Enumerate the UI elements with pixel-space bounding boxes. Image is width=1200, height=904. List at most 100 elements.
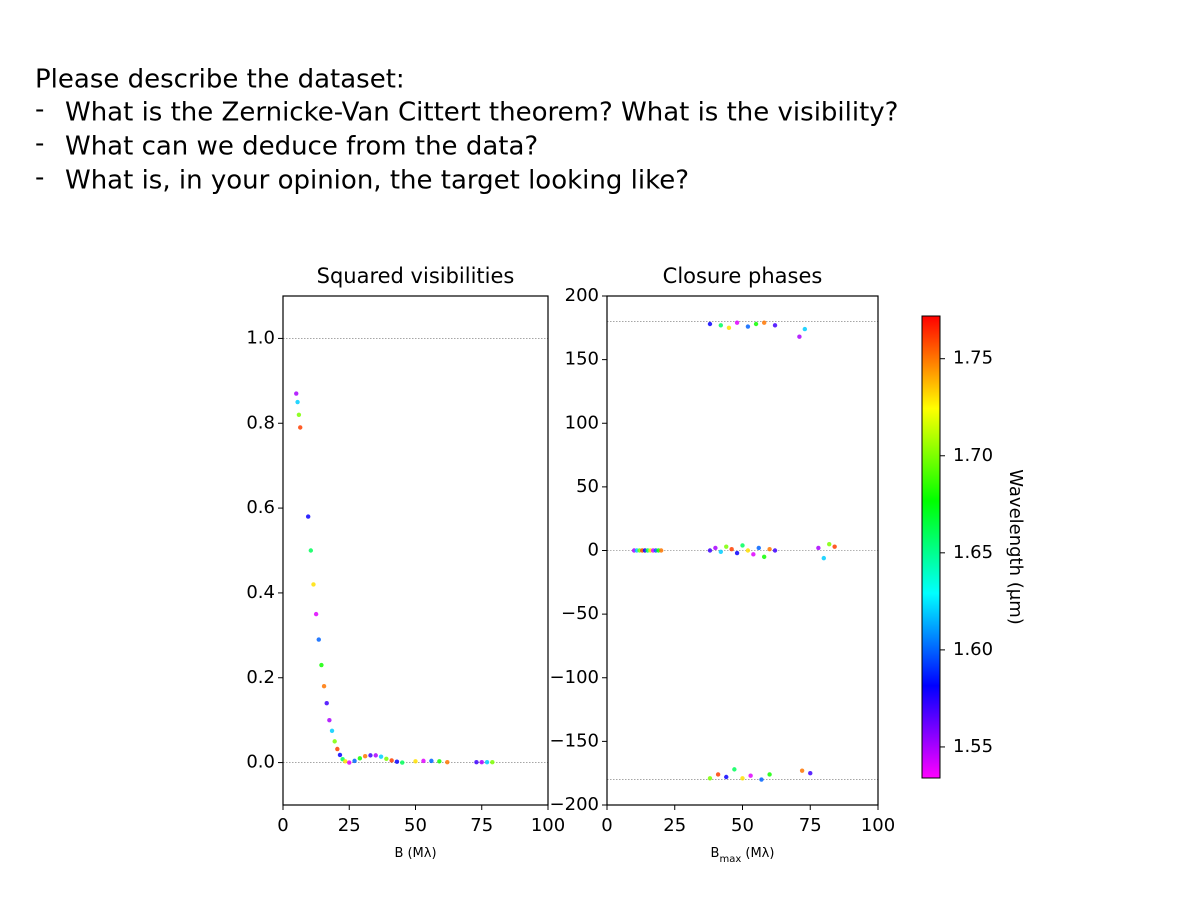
x-axis-label-text: (Mλ) [741, 846, 774, 861]
data-point [362, 754, 368, 759]
colorbar-tick-label: 1.65 [953, 542, 993, 563]
colorbar-tick-label: 1.55 [953, 736, 993, 757]
x-tick-label: 75 [799, 815, 822, 836]
y-tick-label: 0.0 [246, 752, 275, 773]
bullet-marker: - [35, 95, 44, 125]
data-point [740, 543, 745, 548]
data-point [294, 391, 299, 396]
data-point [797, 334, 802, 339]
y-tick-label: 0.4 [246, 582, 275, 603]
data-point [394, 759, 400, 764]
data-point [321, 684, 327, 689]
data-point [713, 545, 718, 551]
data-point [400, 760, 405, 765]
data-point [437, 759, 442, 764]
x-axis-label: B (Mλ) [394, 846, 436, 861]
data-point [329, 728, 335, 733]
data-point [808, 770, 813, 776]
data-point [343, 759, 348, 764]
y-tick-label: 100 [565, 412, 599, 433]
data-point [429, 758, 434, 764]
y-tick-label: 0.6 [246, 497, 275, 518]
data-point [767, 547, 772, 552]
data-point [295, 399, 300, 405]
data-point [373, 753, 378, 758]
data-point [748, 773, 753, 778]
y-tick-label: −200 [550, 794, 599, 815]
colorbar-label: Wavelength (μm) [1005, 469, 1026, 625]
x-axis-label-text: B [711, 846, 720, 861]
data-point [734, 550, 740, 556]
bullet-marker: - [35, 129, 44, 159]
x-tick-label: 0 [277, 815, 288, 836]
data-point [767, 772, 772, 777]
y-tick-label: 0.8 [246, 412, 275, 433]
data-point [761, 554, 767, 560]
x-axis-label: Bmax (Mλ) [711, 846, 775, 865]
y-tick-label: 200 [565, 285, 599, 306]
data-point [378, 754, 384, 759]
data-point [368, 753, 373, 758]
x-axis-label-sub: max [719, 854, 741, 865]
data-point [389, 758, 394, 763]
data-point [421, 758, 426, 764]
x-tick-label: 0 [601, 815, 612, 836]
data-point [726, 325, 732, 331]
y-tick-label: −100 [550, 667, 599, 688]
data-point [729, 547, 734, 552]
data-point [759, 777, 764, 782]
x-tick-label: 25 [338, 815, 361, 836]
data-point [357, 756, 363, 761]
data-point [832, 544, 837, 549]
colorbar-tick-label: 1.75 [953, 348, 993, 369]
data-point [484, 759, 490, 765]
data-point [715, 772, 721, 777]
data-point [802, 326, 808, 332]
data-point [335, 746, 340, 752]
data-point [753, 321, 759, 327]
data-point [732, 767, 737, 772]
data-point [707, 321, 713, 327]
data-point [718, 549, 724, 554]
data-point [298, 425, 303, 430]
data-point [772, 323, 778, 328]
data-point [474, 759, 479, 765]
data-point [707, 548, 713, 553]
y-tick-label: 0.2 [246, 667, 275, 688]
x-tick-label: 75 [470, 815, 493, 836]
data-point [384, 756, 389, 761]
data-point [816, 545, 821, 551]
data-point [311, 582, 316, 587]
data-point [761, 320, 767, 325]
data-point [352, 758, 357, 764]
y-tick-label: −50 [561, 603, 599, 624]
prompt-title: Please describe the dataset: [35, 65, 405, 95]
x-tick-label: 50 [404, 815, 427, 836]
bullet: What is the Zernicke-Van Cittert theorem… [65, 98, 899, 128]
data-point [799, 768, 805, 773]
y-tick-label: 50 [576, 476, 599, 497]
data-point [718, 323, 724, 328]
data-point [707, 776, 713, 781]
data-point [347, 760, 352, 765]
data-point [308, 548, 314, 553]
y-tick-label: −150 [550, 730, 599, 751]
data-point [821, 555, 826, 561]
bullet-marker: - [35, 163, 44, 193]
x-tick-label: 100 [531, 815, 565, 836]
data-point [305, 514, 311, 519]
data-point [319, 662, 324, 668]
data-point [490, 759, 495, 765]
chart-title: Squared visibilities [317, 264, 515, 288]
data-point [724, 544, 729, 549]
axes-frame [282, 295, 549, 806]
x-axis-label-text: B (Mλ) [394, 846, 436, 861]
data-point [413, 759, 418, 764]
y-tick-label: 0 [588, 540, 599, 561]
colorbar-tick-label: 1.70 [953, 445, 993, 466]
bullet: What can we deduce from the data? [65, 132, 538, 162]
data-point [745, 324, 751, 329]
y-tick-label: 150 [565, 349, 599, 370]
